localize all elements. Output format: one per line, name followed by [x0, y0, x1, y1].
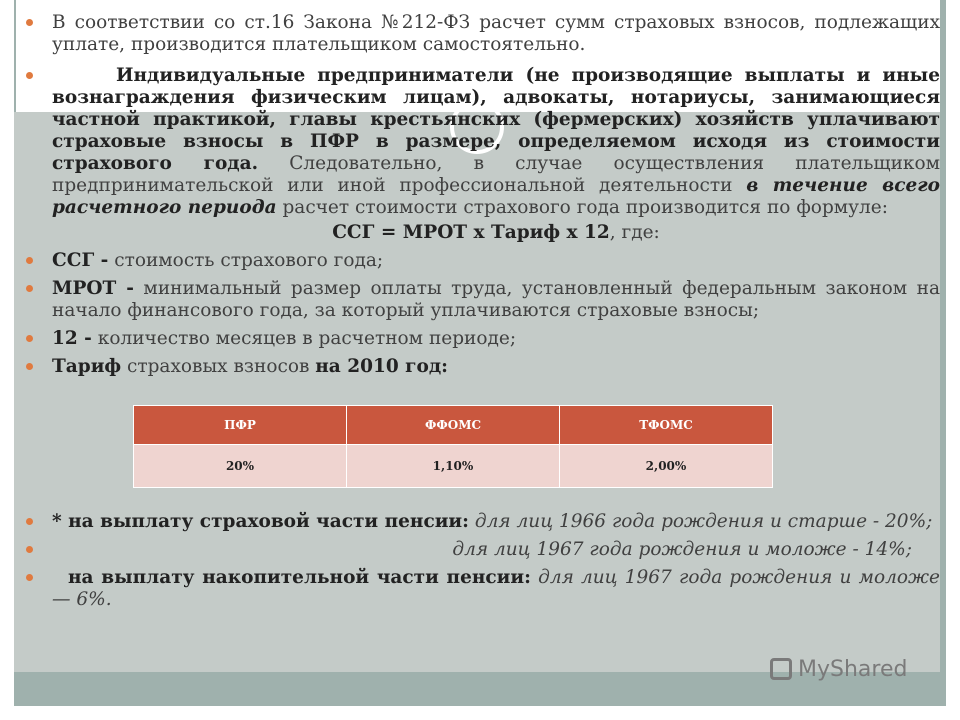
bullet-icon [26, 72, 33, 79]
pension-funded-line: на выплату накопительной части пенсии: д… [24, 567, 940, 611]
bullet-icon [26, 285, 33, 292]
def-ssg: ССГ - стоимость страхового года; [24, 250, 940, 272]
nak-bold: на выплату накопительной части пенсии: [68, 567, 531, 588]
pension-line-2: для лиц 1967 года рождения и моложе - 14… [24, 539, 940, 561]
paragraph-1: В соответствии со ст.16 Закона №212-ФЗ р… [24, 12, 940, 56]
nak-italic: для лиц 1967 года рождения и моложе — 6%… [52, 567, 940, 610]
decorative-ring [450, 100, 504, 154]
formula-line: ССГ = МРОТ х Тариф х 12, где: [24, 222, 940, 244]
p2-bold: Индивидуальные предприниматели (не произ… [52, 65, 940, 174]
tarif-text: страховых взносов [121, 356, 316, 377]
star-italic: для лиц 1966 года рождения и старше - 20… [468, 511, 933, 532]
table-header-cell: ТФОМС [559, 405, 773, 445]
table-cell: 2,00% [559, 444, 773, 488]
ssg-bold: ССГ - [52, 250, 109, 271]
star-bold: * на выплату страховой части пенсии: [52, 511, 469, 532]
slide-content-bottom: * на выплату страховой части пенсии: для… [24, 511, 940, 611]
bullet-icon [26, 574, 33, 581]
slide-content: В соответствии со ст.16 Закона №212-ФЗ р… [24, 12, 940, 378]
bullet-icon [26, 363, 33, 370]
p2-text1: Следовательно, в случае осуществления пл… [52, 153, 941, 196]
bullet-icon [26, 19, 33, 26]
right-border-bar [940, 0, 946, 706]
bullet-icon [26, 335, 33, 342]
line2-italic: для лиц 1967 года рождения и моложе - 14… [452, 539, 912, 560]
n12-bold: 12 - [52, 328, 92, 349]
rates-table: ПФР ФФОМС ТФОМС 20% 1,10% 2,00% [133, 405, 773, 488]
tarif-year: на 2010 год: [315, 356, 448, 377]
watermark: MyShared [770, 657, 907, 682]
def-tarif: Тариф страховых взносов на 2010 год: [24, 356, 940, 378]
table-header-cell: ПФР [133, 405, 347, 445]
mrot-bold: МРОТ - [52, 278, 134, 299]
def-mrot: МРОТ - минимальный размер оплаты труда, … [24, 278, 940, 322]
table-cell: 20% [133, 444, 347, 488]
paragraph-2: Индивидуальные предприниматели (не произ… [24, 65, 940, 219]
table-cell: 1,10% [346, 444, 560, 488]
presentation-icon [770, 658, 792, 680]
table-row: 20% 1,10% 2,00% [133, 444, 773, 488]
watermark-text: MyShared [798, 657, 908, 682]
p2-text2: расчет стоимости страхового года произво… [276, 197, 888, 218]
formula-bold: ССГ = МРОТ х Тариф х 12 [332, 222, 610, 243]
n12-text: количество месяцев в расчетном периоде; [91, 328, 517, 349]
pension-insurance-line: * на выплату страховой части пенсии: для… [24, 511, 940, 533]
p1-text: В соответствии со ст.16 Закона №212-ФЗ р… [52, 12, 940, 55]
bullet-icon [26, 546, 33, 553]
background-band [14, 112, 944, 672]
p2-bold-italic: в течение всего расчетного периода [52, 175, 941, 218]
table-header-cell: ФФОМС [346, 405, 560, 445]
formula-tail: , где: [609, 222, 660, 243]
tarif-bold: Тариф [52, 356, 122, 377]
mrot-text: минимальный размер оплаты труда, установ… [52, 278, 940, 321]
def-12: 12 - количество месяцев в расчетном пери… [24, 328, 940, 350]
bullet-icon [26, 257, 33, 264]
bullet-icon [26, 518, 33, 525]
table-header-row: ПФР ФФОМС ТФОМС [133, 405, 773, 445]
ssg-text: стоимость страхового года; [108, 250, 384, 271]
